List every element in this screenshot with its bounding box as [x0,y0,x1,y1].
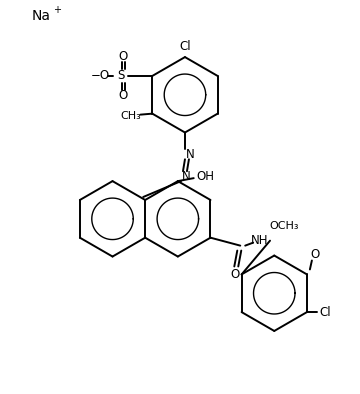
Text: N: N [185,148,194,161]
Text: OCH₃: OCH₃ [269,221,299,231]
Text: Na: Na [31,9,50,23]
Text: NH: NH [251,234,269,247]
Text: Cl: Cl [319,306,330,319]
Text: S: S [117,69,124,82]
Text: OH: OH [197,170,215,183]
Text: N: N [181,170,190,183]
Text: O: O [310,248,319,261]
Text: −O: −O [91,69,110,82]
Text: O: O [118,89,127,102]
Text: +: + [53,6,61,15]
Text: O: O [231,268,240,281]
Text: O: O [118,50,127,63]
Text: CH₃: CH₃ [120,111,141,121]
Text: Cl: Cl [179,40,191,53]
